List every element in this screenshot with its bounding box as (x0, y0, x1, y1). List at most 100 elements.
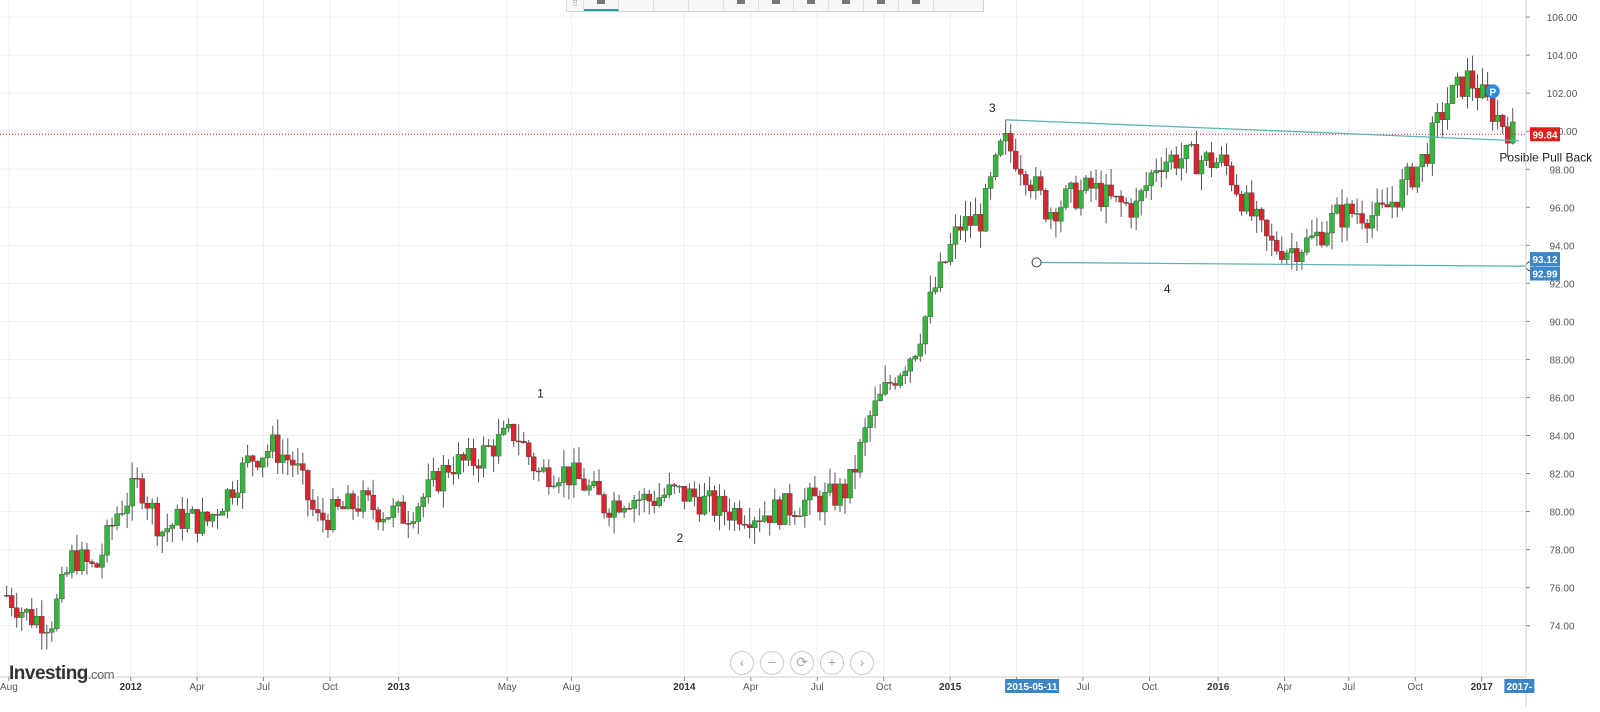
candle-body (1128, 203, 1134, 218)
price-tick-label: 96.00 (1549, 203, 1574, 214)
candle-body (792, 515, 798, 517)
zoom-in-button[interactable]: + (820, 651, 844, 675)
wave-label-1: 1 (537, 386, 544, 400)
tool-shape-button[interactable] (794, 0, 829, 11)
candle-body (992, 154, 999, 177)
price-tick-label: 106.00 (1547, 13, 1578, 24)
candle-body (897, 375, 903, 386)
candle-body (450, 472, 457, 475)
candle-body (290, 459, 296, 466)
candle-body (641, 493, 647, 500)
candle-body (626, 508, 632, 510)
tool-magnet-button[interactable] (864, 0, 899, 11)
tool-crosshair-button[interactable] (584, 0, 619, 11)
candle-body (521, 441, 527, 443)
candle-body (681, 485, 688, 502)
tool-channel-button[interactable] (689, 0, 724, 11)
time-tick-label: Aug (563, 682, 581, 693)
candle-body (1374, 202, 1380, 216)
tool-ray-button[interactable] (654, 0, 689, 11)
candle-body (44, 632, 50, 634)
candle-body (1203, 152, 1210, 161)
tool-fib-button[interactable] (724, 0, 759, 11)
price-tick-label: 86.00 (1549, 393, 1574, 404)
candle-body (350, 493, 356, 510)
candle-body (129, 478, 135, 507)
candle-body (154, 502, 160, 537)
candle-body (320, 512, 326, 521)
candle-body (736, 508, 743, 525)
candle-body (546, 467, 552, 488)
tool-text-button[interactable] (759, 0, 794, 11)
candle-body (1178, 158, 1185, 169)
candle-body (8, 595, 15, 608)
time-tick-label: Jul (1077, 682, 1090, 693)
candle-body (1454, 76, 1461, 86)
candle-body (1033, 176, 1039, 192)
candle-body (1489, 96, 1496, 122)
p-marker-icon (1485, 84, 1500, 99)
candle-body (842, 483, 848, 499)
candle-body (671, 484, 678, 487)
scroll-left-button[interactable]: ‹ (730, 651, 754, 675)
candle-body (39, 616, 45, 634)
price-tick-label: 82.00 (1549, 470, 1574, 481)
candle-body (812, 487, 818, 497)
price-tag-label: 99.84 (1532, 130, 1557, 141)
drag-handle-icon[interactable]: ⠿ (567, 0, 584, 11)
price-tick-label: 76.00 (1549, 584, 1574, 595)
candle-body (621, 508, 627, 513)
minus-icon: − (767, 654, 777, 670)
tool-line-button[interactable] (619, 0, 654, 11)
candle-body (139, 478, 145, 504)
candle-body (1043, 190, 1049, 220)
candle-body (89, 561, 95, 564)
candle-body (1158, 170, 1164, 172)
candle-body (872, 400, 878, 416)
tool-delete-button[interactable] (899, 0, 934, 11)
candle-body (425, 479, 432, 498)
candle-body (34, 616, 40, 626)
candle-body (345, 493, 351, 510)
time-tick-label: Apr (743, 682, 759, 693)
time-tick-label: Apr (1277, 682, 1293, 693)
candle-body (94, 563, 100, 568)
price-tick-label: 84.00 (1549, 431, 1574, 442)
candle-body (244, 455, 251, 464)
candle-body (355, 508, 361, 512)
candle-body (104, 525, 110, 556)
candle-body (1078, 190, 1084, 209)
candle-body (1148, 172, 1154, 186)
zoom-out-button[interactable]: − (760, 651, 784, 675)
candle-body (1048, 212, 1054, 220)
brand-name: Investing (9, 663, 88, 684)
candle-body (1314, 231, 1320, 237)
price-tick-label: 94.00 (1549, 241, 1574, 252)
candle-body (837, 483, 843, 506)
candle-body (184, 513, 191, 529)
candle-body (751, 520, 758, 528)
candle-body (541, 467, 547, 472)
candle-body (1444, 103, 1451, 120)
time-tick-label: 2014 (673, 682, 696, 693)
candle-body (731, 508, 738, 521)
candle-body (957, 226, 964, 231)
candle-body (887, 382, 893, 384)
chevron-left-icon: ‹ (739, 654, 745, 670)
candle-body (1108, 184, 1114, 197)
candle-body (134, 478, 140, 480)
reset-button[interactable]: ⟳ (790, 651, 814, 675)
fib-icon (737, 0, 745, 4)
candle-body (1238, 194, 1245, 212)
candle-body (601, 494, 607, 514)
text-icon (772, 0, 780, 4)
tool-measure-button[interactable] (829, 0, 864, 11)
annotation-posible-pull-back: Posible Pull Back (1499, 151, 1593, 165)
scroll-right-button[interactable]: › (850, 651, 874, 675)
magnet-icon (877, 0, 885, 4)
candle-body (952, 226, 959, 245)
candle-body (526, 442, 532, 458)
candle-body (782, 493, 788, 525)
